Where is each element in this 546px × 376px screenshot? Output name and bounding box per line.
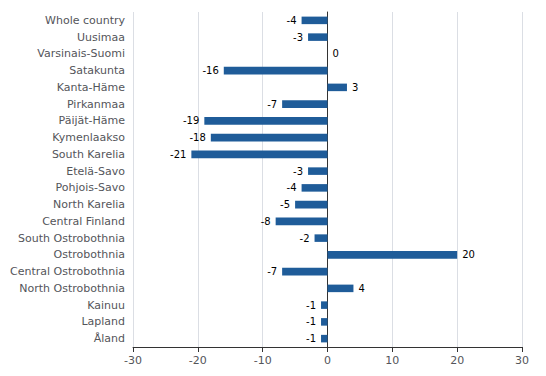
svg-text:0: 0 (324, 354, 331, 367)
svg-text:North Karelia: North Karelia (53, 198, 125, 211)
svg-text:-10: -10 (254, 354, 272, 367)
svg-text:-3: -3 (293, 166, 303, 177)
svg-text:-20: -20 (189, 354, 207, 367)
svg-text:20: 20 (450, 354, 464, 367)
svg-text:-7: -7 (267, 99, 277, 110)
svg-text:-1: -1 (306, 333, 316, 344)
svg-text:-5: -5 (280, 199, 290, 210)
svg-text:Ostrobothnia: Ostrobothnia (54, 248, 125, 261)
svg-text:-8: -8 (261, 216, 271, 227)
svg-text:Central Ostrobothnia: Central Ostrobothnia (10, 265, 125, 278)
svg-text:Kainuu: Kainuu (87, 299, 125, 312)
svg-text:Whole country: Whole country (45, 14, 125, 27)
svg-text:South Karelia: South Karelia (52, 148, 125, 161)
svg-text:10: 10 (385, 354, 399, 367)
svg-text:Satakunta: Satakunta (69, 64, 125, 77)
svg-text:-1: -1 (306, 316, 316, 327)
svg-text:Central Finland: Central Finland (42, 215, 125, 228)
svg-text:-16: -16 (202, 65, 218, 76)
svg-text:30: 30 (515, 354, 529, 367)
svg-text:-7: -7 (267, 266, 277, 277)
svg-text:Kanta-Häme: Kanta-Häme (57, 81, 125, 94)
svg-text:-1: -1 (306, 300, 316, 311)
svg-text:3: 3 (352, 82, 358, 93)
svg-text:South Ostrobothnia: South Ostrobothnia (18, 232, 125, 245)
svg-text:-2: -2 (300, 233, 310, 244)
svg-text:North Ostrobothnia: North Ostrobothnia (19, 282, 125, 295)
svg-text:-19: -19 (183, 115, 199, 126)
svg-text:Päijät-Häme: Päijät-Häme (59, 114, 126, 127)
svg-text:Pohjois-Savo: Pohjois-Savo (56, 181, 126, 194)
svg-text:Pirkanmaa: Pirkanmaa (67, 98, 125, 111)
svg-text:-3: -3 (293, 32, 303, 43)
svg-text:-21: -21 (170, 149, 186, 160)
svg-text:Uusimaa: Uusimaa (77, 31, 125, 44)
svg-text:-4: -4 (287, 182, 297, 193)
svg-text:-30: -30 (124, 354, 142, 367)
svg-text:-18: -18 (189, 132, 205, 143)
svg-text:Varsinais-Suomi: Varsinais-Suomi (37, 47, 125, 60)
svg-text:4: 4 (358, 283, 364, 294)
svg-text:-4: -4 (287, 15, 297, 26)
svg-text:0: 0 (333, 48, 339, 59)
svg-text:Åland: Åland (94, 332, 125, 345)
svg-text:20: 20 (462, 249, 475, 260)
svg-text:Kymenlaakso: Kymenlaakso (52, 131, 125, 144)
svg-text:Lapland: Lapland (81, 315, 125, 328)
svg-text:Etelä-Savo: Etelä-Savo (66, 165, 125, 178)
